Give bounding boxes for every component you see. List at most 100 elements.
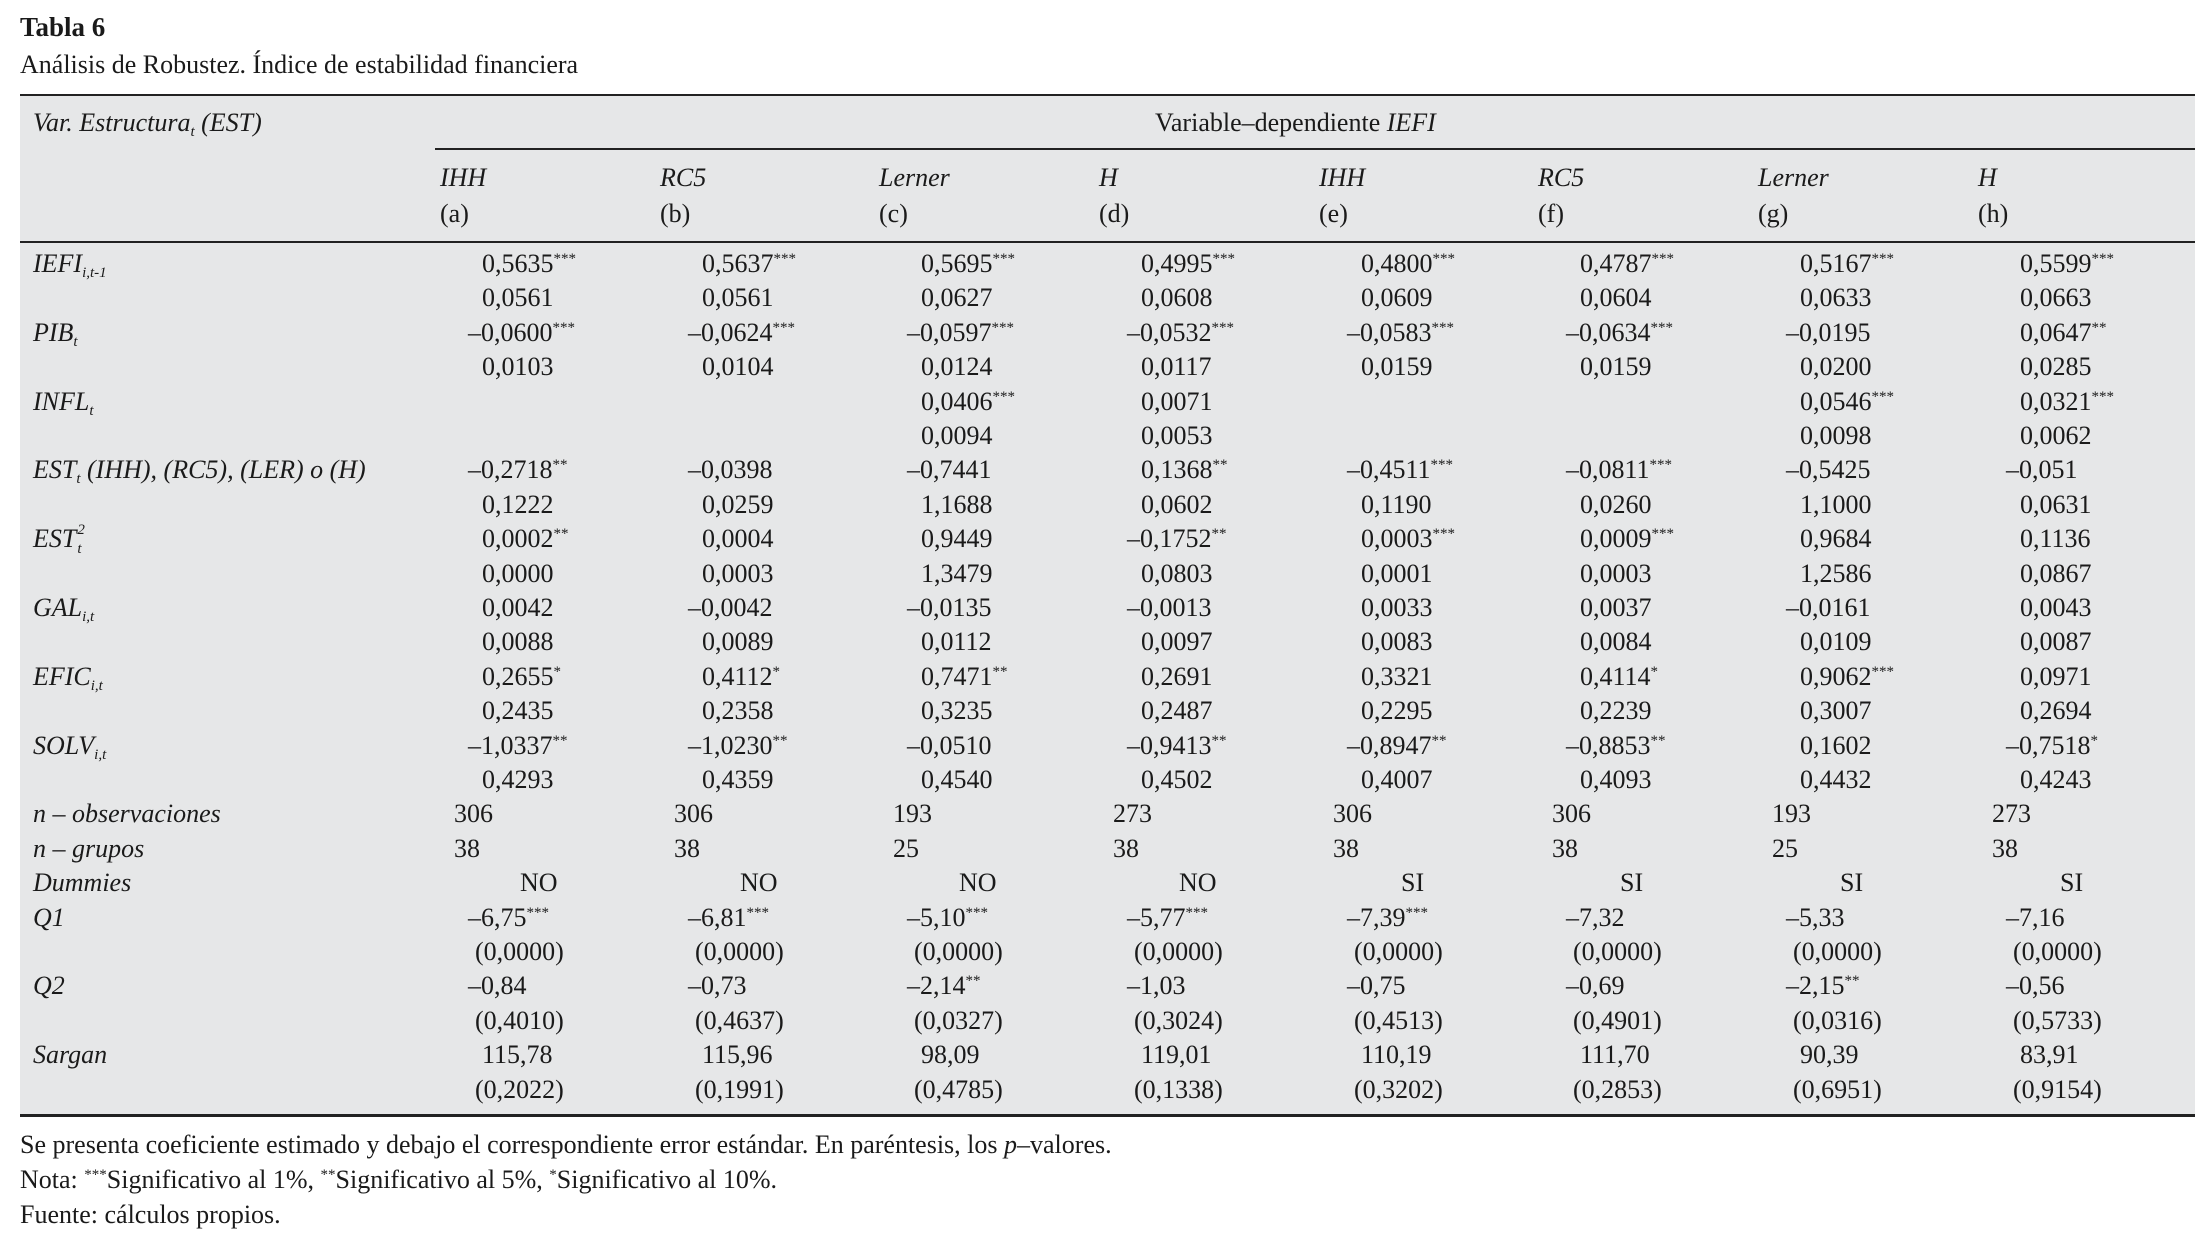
coefficient-cell: 0,9449 xyxy=(921,522,993,556)
significance-stars: *** xyxy=(992,251,1016,267)
column-header-name: H xyxy=(1978,163,1997,192)
row-label: Dummies xyxy=(33,866,131,900)
column-header-id: (e) xyxy=(1319,199,1348,228)
p-value-cell: (0,0316) xyxy=(1793,1005,1882,1035)
std-error-cell: 0,0602 xyxy=(1141,489,1213,519)
p-value-cell: (0,5733) xyxy=(2013,1005,2102,1035)
coefficient-value: 0,0971 xyxy=(2020,661,2092,691)
coefficient-value: NO xyxy=(740,868,778,898)
footnote-2-text: Significativo al 10%. xyxy=(556,1165,778,1194)
significance-stars: ** xyxy=(1431,732,1447,749)
std-error-cell: 0,0285 xyxy=(2020,352,2092,382)
std-error-cell: 0,2435 xyxy=(482,696,554,726)
std-error-cell: 0,2694 xyxy=(2020,696,2092,726)
coefficient-cell: 38 xyxy=(1113,832,1139,866)
row-label-sub: i,t-1 xyxy=(82,265,107,281)
significance-stars: *** xyxy=(552,319,576,336)
footnote-2-text: Nota: xyxy=(20,1165,85,1194)
coefficient-value: –1,0230 xyxy=(688,730,773,760)
coefficient-value: 0,4114 xyxy=(1580,661,1651,691)
footnote-1-p: p xyxy=(1004,1130,1018,1159)
std-error-cell: 0,0001 xyxy=(1361,558,1433,588)
p-value-cell: (0,3024) xyxy=(1134,1005,1223,1035)
row-label-main: EFIC xyxy=(33,661,91,691)
bottom-rule xyxy=(20,1114,2195,1117)
row-label: SOLVi,t xyxy=(33,729,106,763)
coefficient-value: 273 xyxy=(1992,799,2031,829)
significance-stars: *** xyxy=(1649,457,1673,474)
coefficient-value: 38 xyxy=(1333,833,1359,863)
coefficient-value: 0,0071 xyxy=(1141,386,1213,416)
p-value-cell: (0,9154) xyxy=(2013,1074,2102,1104)
coefficient-value: 0,9684 xyxy=(1800,524,1872,554)
coefficient-value: –0,0811 xyxy=(1566,455,1650,485)
coefficient-cell: 111,70 xyxy=(1580,1038,1650,1072)
coefficient-cell: 0,0971 xyxy=(2020,660,2092,694)
coefficient-cell: 0,1136 xyxy=(2020,522,2091,556)
coefficient-value: 0,1602 xyxy=(1800,730,1872,760)
header-rule xyxy=(20,241,2195,243)
std-error-cell: 0,0200 xyxy=(1800,352,1872,382)
coefficient-cell: –5,77*** xyxy=(1127,901,1208,935)
coefficient-value: 0,0002 xyxy=(482,524,554,554)
coefficient-value: 0,0043 xyxy=(2020,593,2092,622)
significance-stars: ** xyxy=(1844,973,1860,990)
p-value-cell: (0,4513) xyxy=(1354,1005,1443,1035)
std-error-cell: 0,3007 xyxy=(1800,696,1872,726)
coefficient-value: –0,5425 xyxy=(1786,455,1871,485)
coefficient-value: 38 xyxy=(674,833,700,863)
p-value-cell: (0,4785) xyxy=(914,1074,1003,1104)
column-header-id: (a) xyxy=(440,199,469,228)
row-label-sub: t xyxy=(89,402,94,419)
coefficient-value: 0,4800 xyxy=(1361,249,1433,278)
significance-stars: *** xyxy=(2091,388,2115,405)
p-value-cell: (0,0000) xyxy=(914,937,1003,966)
std-error-cell: 0,0124 xyxy=(921,352,993,382)
top-rule xyxy=(20,94,2195,96)
coefficient-value: 0,0546 xyxy=(1800,386,1872,416)
coefficient-cell: 38 xyxy=(674,832,700,866)
table-subtitle: Análisis de Robustez. Índice de estabili… xyxy=(20,50,579,79)
row-label: IEFIi,t-1 xyxy=(33,247,107,281)
coefficient-cell: 0,0003*** xyxy=(1361,522,1455,556)
std-error-cell: 0,0803 xyxy=(1141,558,1213,588)
coefficient-value: –0,69 xyxy=(1566,971,1625,1001)
row-label-main: n – observaciones xyxy=(33,799,221,829)
coefficient-cell: 193 xyxy=(893,797,932,831)
coefficient-value: –0,0135 xyxy=(907,593,992,622)
coefficient-value: 98,09 xyxy=(921,1040,980,1070)
coefficient-cell: SI xyxy=(1840,866,1863,900)
coefficient-cell: –0,75 xyxy=(1347,969,1406,1003)
coefficient-cell: –0,69 xyxy=(1566,969,1625,1003)
coefficient-cell: 0,0004 xyxy=(702,522,774,556)
std-error-cell: 1,1688 xyxy=(921,489,993,519)
coefficient-value: –0,0013 xyxy=(1127,593,1212,622)
column-header-id: (f) xyxy=(1538,199,1564,228)
coefficient-cell: 115,96 xyxy=(702,1038,773,1072)
std-error-cell: 0,0104 xyxy=(702,352,774,382)
coefficient-value: 0,5599 xyxy=(2020,249,2092,278)
p-value-cell: (0,1338) xyxy=(1134,1074,1223,1104)
std-error-cell: 0,0000 xyxy=(482,558,554,588)
stub-header-main: Var. Estructura xyxy=(33,108,191,137)
coefficient-cell: 306 xyxy=(1333,797,1372,831)
coefficient-value: –0,7441 xyxy=(907,455,992,485)
row-label-sup: 2 xyxy=(77,522,85,539)
row-label-sub: i,t xyxy=(82,609,95,625)
std-error-cell: 0,0087 xyxy=(2020,627,2092,657)
coefficient-value: 0,9449 xyxy=(921,524,993,554)
coefficient-cell: –0,8947** xyxy=(1347,729,1447,763)
std-error-cell: 0,0003 xyxy=(1580,558,1652,588)
coefficient-cell: 38 xyxy=(454,832,480,866)
coefficient-value: NO xyxy=(1179,868,1217,898)
footnote-2-stars: * xyxy=(549,1167,557,1183)
row-label-main: Dummies xyxy=(33,868,132,898)
coefficient-cell: 0,2691 xyxy=(1141,660,1213,694)
coefficient-cell: –0,051 xyxy=(2006,453,2078,487)
spanner-header: Variable–dependiente IEFI xyxy=(1155,108,1436,138)
row-label: n – grupos xyxy=(33,832,144,866)
std-error-cell: 0,4293 xyxy=(482,765,554,794)
coefficient-cell: 0,4787*** xyxy=(1580,247,1674,281)
coefficient-cell: 0,5599*** xyxy=(2020,247,2114,281)
